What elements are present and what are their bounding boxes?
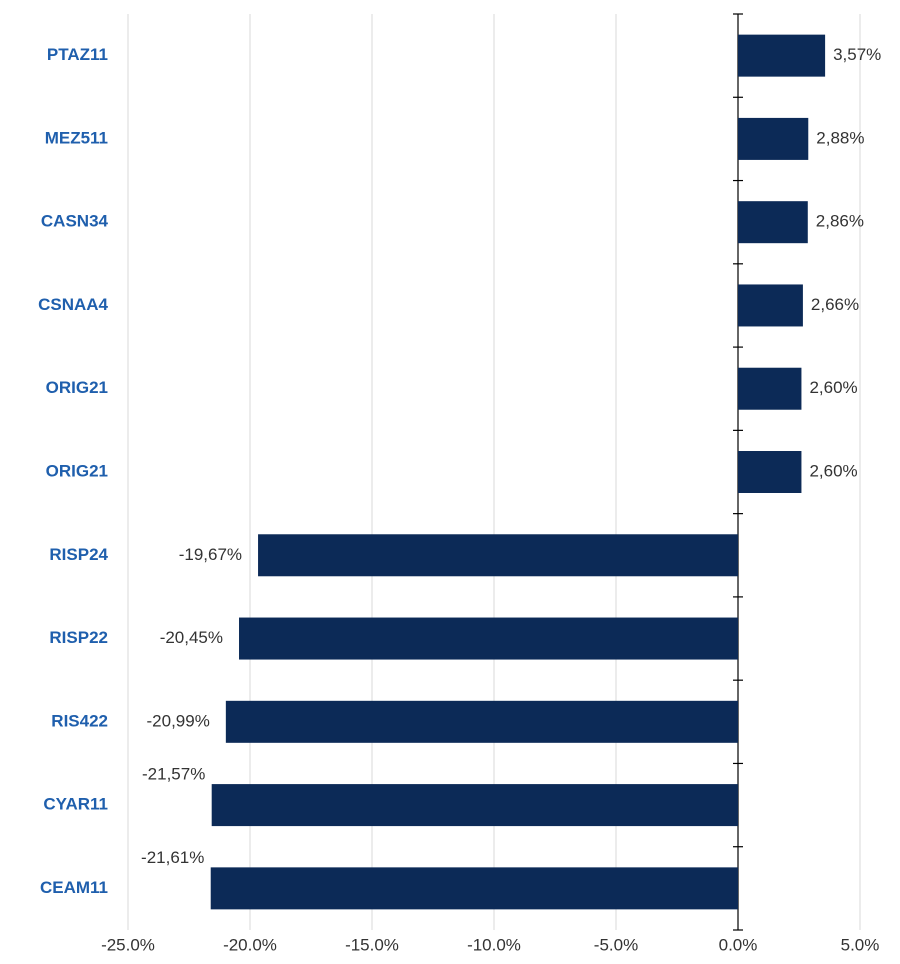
data-label: -19,67% xyxy=(179,545,242,564)
bar xyxy=(738,117,809,160)
data-label: -21,61% xyxy=(141,848,204,867)
data-label: 2,86% xyxy=(816,212,864,231)
data-label: -20,99% xyxy=(147,711,210,730)
data-label: 2,60% xyxy=(809,461,857,480)
bar xyxy=(225,700,738,743)
y-tick-label: PTAZ11 xyxy=(47,45,108,64)
bar xyxy=(258,534,738,577)
bar xyxy=(738,367,802,410)
bar xyxy=(210,867,738,910)
y-tick-label: RISP24 xyxy=(49,545,108,564)
bar xyxy=(211,784,738,827)
bar xyxy=(738,34,826,77)
bar xyxy=(738,451,802,493)
data-label: 2,88% xyxy=(816,128,864,147)
y-tick-label: ORIG21 xyxy=(46,378,108,397)
y-tick-label: RISP22 xyxy=(49,628,108,647)
x-tick-label: -15.0% xyxy=(345,935,399,954)
y-tick-label: MEZ511 xyxy=(45,128,108,147)
x-tick-label: -5.0% xyxy=(594,935,638,954)
x-tick-label: 0.0% xyxy=(719,935,758,954)
y-tick-label: ORIG21 xyxy=(46,461,108,480)
data-label: 2,66% xyxy=(811,295,859,314)
x-tick-label: -20.0% xyxy=(223,935,277,954)
data-label: -21,57% xyxy=(142,765,205,784)
data-label: 2,60% xyxy=(809,378,857,397)
y-tick-label: CYAR11 xyxy=(43,795,108,814)
y-tick-label: CASN34 xyxy=(41,212,109,231)
y-tick-label: CEAM11 xyxy=(40,878,108,897)
bar xyxy=(738,284,803,327)
y-tick-label: CSNAA4 xyxy=(38,295,108,314)
y-tick-label: RIS422 xyxy=(51,711,108,730)
bar xyxy=(738,201,808,244)
x-tick-label: -10.0% xyxy=(467,935,521,954)
bar xyxy=(239,617,738,660)
x-tick-label: -25.0% xyxy=(101,935,155,954)
data-label: -20,45% xyxy=(160,628,223,647)
x-tick-label: 5.0% xyxy=(841,935,880,954)
data-label: 3,57% xyxy=(833,45,881,64)
